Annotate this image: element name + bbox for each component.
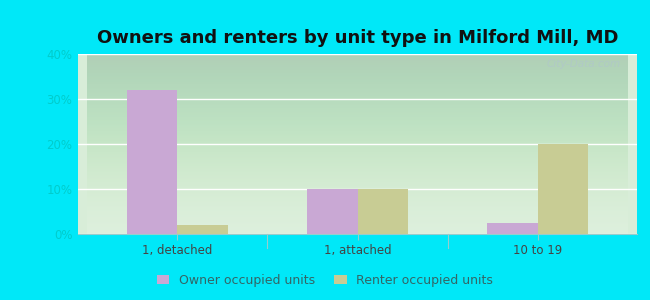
Bar — [538, 144, 588, 234]
Bar — [488, 223, 538, 234]
Bar — [127, 90, 177, 234]
Bar — [177, 225, 228, 234]
Bar — [358, 189, 408, 234]
Bar — [307, 189, 358, 234]
Title: Owners and renters by unit type in Milford Mill, MD: Owners and renters by unit type in Milfo… — [97, 29, 618, 47]
Legend: Owner occupied units, Renter occupied units: Owner occupied units, Renter occupied un… — [153, 270, 497, 291]
Text: City-Data.com: City-Data.com — [546, 59, 620, 69]
